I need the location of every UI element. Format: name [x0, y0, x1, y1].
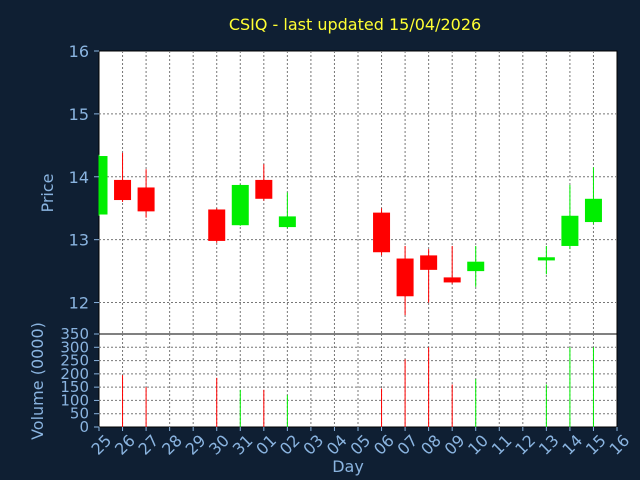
- volume-tick-label: 250: [60, 352, 89, 370]
- price-tick-label: 16: [69, 42, 89, 61]
- candle-13: [537, 245, 555, 275]
- candle-body: [584, 198, 602, 223]
- candle-body: [373, 212, 391, 253]
- candle-body: [99, 156, 108, 215]
- price-axis-ticks: 12 13 14 15 16: [69, 42, 99, 313]
- volume-tick-label: 0: [79, 418, 89, 436]
- candle-body: [537, 257, 555, 261]
- candle-body: [561, 215, 579, 246]
- candle-15: [584, 167, 602, 224]
- candle-01: [255, 164, 273, 201]
- candle-25: [98, 154, 108, 216]
- price-tick-label: 15: [69, 105, 89, 124]
- candle-body: [114, 179, 132, 201]
- candle-body: [420, 255, 438, 270]
- candle-body: [137, 187, 155, 212]
- volume-tick-label: 100: [60, 391, 89, 409]
- candle-30: [208, 208, 226, 243]
- candlestick-series: [98, 152, 602, 316]
- volume-tick-label: 50: [70, 405, 89, 423]
- candle-10: [467, 245, 485, 287]
- candle-body: [255, 179, 273, 199]
- candle-02: [278, 192, 296, 229]
- candle-body: [208, 209, 226, 241]
- candle-body: [396, 258, 414, 297]
- candle-body: [467, 261, 485, 272]
- candle-31: [231, 184, 249, 226]
- candle-26: [114, 152, 132, 202]
- chart-title: CSIQ - last updated 15/04/2026: [229, 15, 481, 34]
- volume-tick-label: 300: [60, 338, 89, 356]
- candle-27: [137, 169, 155, 218]
- candle-09: [443, 245, 461, 284]
- volume-tick-label: 150: [60, 378, 89, 396]
- price-tick-label: 12: [69, 294, 89, 313]
- candle-body: [443, 277, 461, 283]
- price-tick-label: 14: [69, 168, 89, 187]
- candle-06: [373, 208, 391, 256]
- candle-07: [396, 245, 414, 316]
- day-tick-label: 16: [605, 431, 633, 459]
- day-axis-ticks: 2526272829303101020304050607080910111213…: [87, 427, 633, 459]
- volume-tick-label: 350: [60, 325, 89, 343]
- price-axis-label: Price: [38, 173, 57, 212]
- volume-series: [122, 347, 594, 427]
- candle-body: [231, 184, 249, 226]
- day-axis-label: Day: [332, 457, 364, 476]
- price-tick-label: 13: [69, 231, 89, 250]
- candle-08: [420, 249, 438, 303]
- candle-14: [561, 184, 579, 250]
- candle-body: [278, 216, 296, 228]
- volume-axis-label: Volume (0000): [28, 322, 47, 440]
- volume-tick-label: 200: [60, 365, 89, 383]
